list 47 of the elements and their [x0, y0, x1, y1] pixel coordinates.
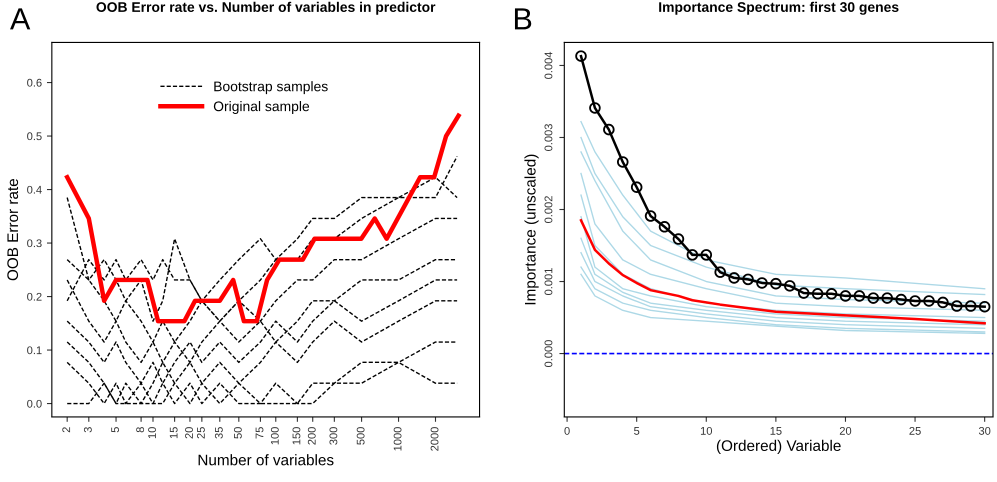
y-tick-label: 0.0 — [27, 400, 42, 408]
chart-title: OOB Error rate vs. Number of variables in predictor — [96, 2, 436, 15]
x-tick-label: 30 — [978, 426, 990, 435]
x-tick-label: 2000 — [430, 427, 438, 451]
text: B — [514, 8, 532, 30]
y-tick-label: 0.4 — [27, 186, 42, 194]
y-tick-label: 0.6 — [27, 78, 42, 87]
x-tick-label: 5 — [111, 427, 120, 432]
text: A — [10, 8, 30, 30]
chart-title: Importance Spectrum: first 30 genes — [659, 2, 898, 15]
y-tick-label: 0.1 — [27, 346, 42, 354]
x-tick-label: 0 — [564, 426, 570, 435]
x-axis-title: (Ordered) Variable — [716, 440, 841, 454]
y-tick-label: 0.002 — [544, 196, 552, 223]
y-tick-label: 0.5 — [27, 132, 42, 140]
x-tick-label: 35 — [214, 427, 223, 439]
x-tick-label: 75 — [256, 427, 264, 438]
x-tick-label: 25 — [909, 426, 921, 435]
x-tick-label: 10 — [700, 426, 712, 435]
x-tick-label: 15 — [770, 427, 782, 435]
legend-label: Bootstrap samples — [214, 81, 328, 94]
x-tick-label: 10 — [148, 427, 156, 438]
x-axis-title: Number of variables — [198, 454, 334, 466]
x-tick-label: 5 — [634, 427, 640, 435]
x-tick-label: 150 — [292, 427, 300, 444]
y-tick-label: 0.3 — [27, 239, 42, 248]
y-tick-label: 0.000 — [544, 340, 552, 368]
x-tick-label: 200 — [308, 427, 316, 445]
legend-label: Original sample — [214, 101, 310, 114]
x-tick-label: 8 — [136, 427, 144, 432]
y-axis-title: Importance (unscaled) — [524, 154, 539, 304]
x-tick-label: 3 — [84, 427, 92, 432]
y-tick-label: 0.001 — [544, 268, 552, 295]
y-axis-title: OOB Error rate — [7, 178, 18, 280]
x-tick-label: 300 — [329, 427, 338, 445]
x-tick-label: 2 — [62, 427, 70, 432]
x-tick-label: 15 — [170, 427, 178, 438]
x-tick-label: 100 — [270, 427, 279, 444]
y-tick-label: 0.2 — [27, 292, 42, 301]
y-tick-label: 0.003 — [544, 124, 552, 151]
x-tick-label: 20 — [840, 426, 852, 435]
y-tick-label: 0.004 — [544, 52, 552, 79]
x-tick-label: 50 — [234, 427, 242, 439]
x-tick-label: 500 — [356, 427, 365, 445]
x-tick-label: 20 — [185, 427, 193, 438]
x-tick-label: 1000 — [394, 427, 402, 451]
x-tick-label: 25 — [196, 427, 205, 438]
